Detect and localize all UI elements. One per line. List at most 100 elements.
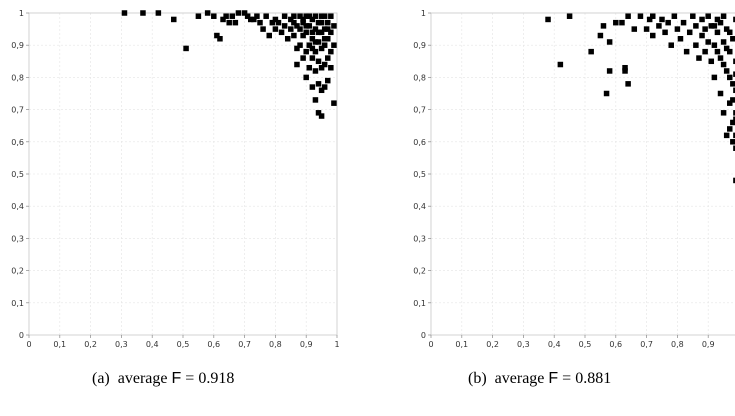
data-point [281, 13, 288, 19]
data-point [312, 97, 319, 103]
data-point [315, 58, 322, 65]
data-point [294, 23, 300, 29]
data-point [720, 39, 727, 45]
x-tick-label: 0,7 [238, 340, 251, 349]
y-tick-label: 0,8 [11, 73, 24, 82]
y-tick-label: 0,7 [413, 106, 426, 115]
caption-a-eq: = [185, 370, 195, 387]
data-point [325, 55, 331, 61]
data-point [720, 61, 727, 68]
data-point [702, 26, 708, 32]
data-point [686, 29, 693, 36]
data-point [183, 45, 189, 52]
data-point [733, 110, 735, 116]
x-tick-label: 0,1 [53, 340, 66, 349]
y-tick-label: 0,1 [11, 299, 24, 308]
data-point [294, 61, 300, 68]
data-point [606, 39, 613, 45]
data-point [659, 16, 665, 23]
caption-b-metric: F [548, 370, 559, 387]
data-point [325, 19, 331, 26]
data-point [315, 81, 322, 87]
x-tick-label: 0,6 [207, 340, 220, 349]
data-point [656, 23, 662, 29]
data-point [331, 23, 337, 29]
data-point [214, 32, 220, 39]
data-point [631, 26, 638, 32]
data-point [294, 45, 300, 52]
data-point [244, 13, 251, 19]
data-point [328, 13, 334, 19]
data-point [625, 81, 631, 87]
data-point [690, 13, 696, 19]
data-point [309, 36, 316, 42]
caption-a: (a) average F = 0.918 [92, 370, 234, 388]
data-point [315, 19, 322, 26]
data-point [730, 36, 735, 42]
data-point [303, 29, 309, 36]
data-point [606, 68, 613, 74]
data-point [711, 42, 718, 48]
data-point [321, 42, 328, 48]
data-point [241, 10, 248, 16]
data-point [303, 74, 309, 81]
data-point [303, 23, 309, 29]
y-tick-label: 0,7 [11, 106, 24, 115]
data-point [708, 58, 715, 65]
x-tick-label: 0,5 [177, 340, 190, 349]
data-point [730, 97, 735, 103]
data-point [693, 23, 699, 29]
data-point [671, 13, 678, 19]
data-point [232, 19, 239, 26]
data-point [557, 61, 564, 68]
data-point [733, 145, 735, 151]
data-point [306, 23, 313, 29]
data-point [723, 68, 730, 74]
data-point [325, 77, 331, 84]
scatter-panel-b: 0 0,1 0,2 0,3 0,4 0,5 0,6 0,7 0,8 0,9 0 0,1 0,2 0,3 0,… [413, 9, 735, 349]
data-point [223, 13, 229, 19]
data-point [229, 13, 236, 19]
data-point [140, 10, 146, 16]
data-point [263, 13, 269, 19]
y-tick-label: 0,5 [413, 170, 426, 179]
data-point [717, 19, 724, 26]
data-point [315, 39, 322, 45]
scatter-panel-a: 0 0,1 0,2 0,3 0,4 0,5 0,6 0,7 0,8 0,9 1 0 0,1 0,2 0,3 0… [11, 9, 339, 349]
data-point [288, 26, 294, 32]
data-point [720, 13, 727, 19]
x-tick-label: 0,5 [579, 340, 592, 349]
data-point [668, 42, 674, 48]
data-point [281, 23, 288, 29]
data-point [720, 110, 727, 116]
y-tick-label: 0,4 [413, 202, 426, 211]
data-point [321, 84, 328, 90]
x-tick-label: 0,6 [609, 340, 622, 349]
data-point [733, 16, 735, 23]
data-point [622, 68, 628, 74]
x-tick-label: 0,9 [702, 340, 715, 349]
data-point [315, 110, 322, 116]
x-tick-label: 0,2 [486, 340, 499, 349]
data-point [708, 23, 715, 29]
data-point [730, 119, 735, 126]
y-tick-label: 0,2 [413, 267, 426, 276]
data-point [318, 87, 325, 94]
x-tick-label: 0,7 [640, 340, 653, 349]
y-tick-label: 0,9 [413, 41, 426, 50]
x-tick-label: 0,3 [115, 340, 128, 349]
data-point [693, 42, 699, 48]
caption-b: (b) average F = 0.881 [468, 370, 611, 388]
data-point [325, 26, 331, 32]
y-tick-label: 0,2 [11, 267, 24, 276]
data-point [171, 16, 177, 23]
data-point [155, 10, 162, 16]
data-point [643, 26, 650, 32]
data-point [730, 81, 735, 87]
data-point [121, 10, 128, 16]
data-point [566, 13, 573, 19]
data-point [300, 32, 306, 39]
x-tick-label: 0,4 [146, 340, 159, 349]
data-point [600, 23, 607, 29]
data-point [235, 10, 242, 16]
